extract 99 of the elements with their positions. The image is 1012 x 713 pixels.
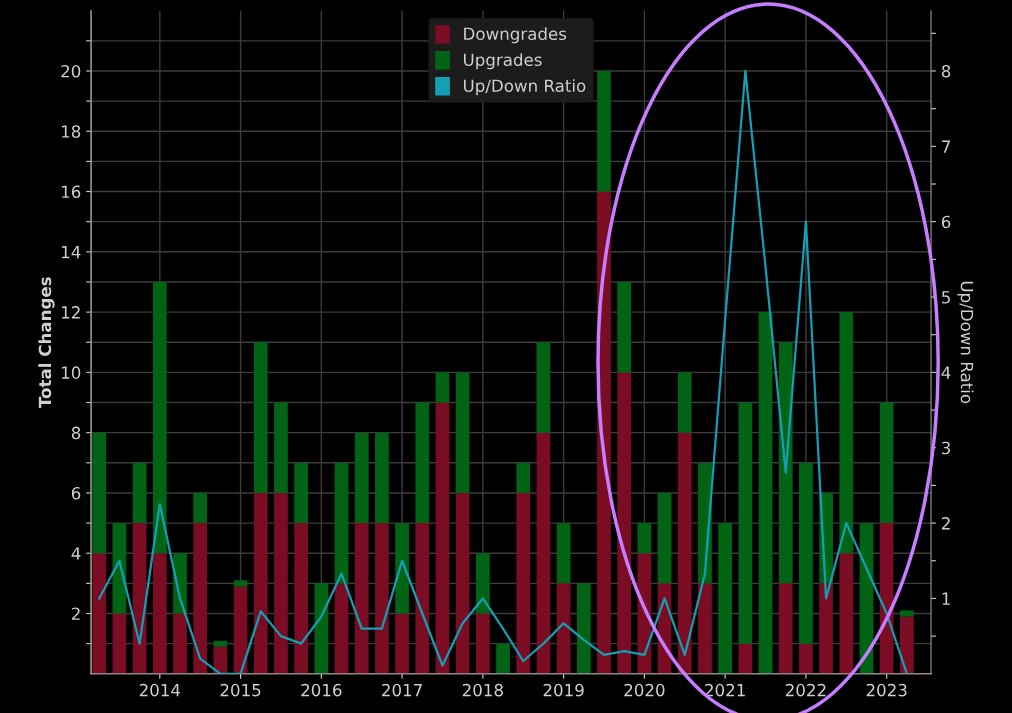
bar — [536, 342, 551, 433]
bar — [314, 583, 329, 674]
bar — [900, 616, 914, 674]
x-tick-label: 2014 — [139, 683, 181, 697]
y2-tick-label: 8 — [941, 64, 951, 78]
bar — [152, 281, 167, 554]
bar — [516, 462, 531, 493]
y2-tick-label: 6 — [941, 215, 951, 229]
bar — [193, 523, 208, 674]
y-tick-label: 10 — [61, 366, 81, 379]
bar — [556, 523, 571, 584]
y-axis-title: Total Changes — [38, 277, 55, 409]
bar — [657, 492, 672, 584]
bar — [334, 462, 349, 584]
bar — [677, 372, 692, 433]
bar — [576, 583, 591, 674]
bar — [718, 523, 733, 674]
bar — [253, 492, 268, 674]
legend-label: Up/Down Ratio — [463, 79, 586, 96]
bar — [516, 492, 531, 674]
y-tick-label: 12 — [61, 306, 80, 319]
line-series — [98, 69, 908, 674]
bar — [900, 610, 914, 617]
bar — [879, 523, 894, 674]
x-tick-label: 2016 — [301, 683, 342, 697]
y2-tick-label: 1 — [942, 592, 950, 605]
x-tick-label: 2021 — [705, 683, 745, 697]
bar — [92, 553, 107, 674]
bar — [375, 523, 389, 674]
y2-tick-label: 3 — [942, 441, 951, 455]
bar — [799, 462, 813, 644]
bar — [415, 402, 430, 524]
bar — [677, 432, 692, 674]
legend-label: Upgrades — [463, 53, 542, 70]
y-tick-label: 8 — [71, 426, 81, 440]
bar — [819, 583, 833, 674]
bar — [637, 523, 652, 554]
y2-tick-label: 4 — [941, 366, 951, 379]
bar — [274, 402, 288, 493]
bar — [395, 613, 409, 674]
x-tick-label: 2018 — [462, 683, 503, 697]
y-tick-label: 18 — [61, 125, 81, 138]
y2-axis-title: Up/Down Ratio — [957, 281, 974, 404]
bar — [536, 432, 551, 674]
bar — [617, 281, 632, 373]
bar — [92, 432, 107, 554]
y-tick-label: 16 — [61, 185, 81, 199]
x-tick-label: 2017 — [382, 683, 422, 697]
bar — [839, 312, 854, 554]
bar — [879, 402, 894, 524]
x-tick-label: 2023 — [866, 683, 907, 697]
y-tick-label: 2 — [71, 607, 80, 620]
bar — [758, 312, 773, 674]
y-tick-label: 4 — [71, 547, 81, 560]
bar — [556, 583, 571, 674]
bar — [354, 523, 369, 674]
bar — [455, 372, 470, 493]
y2-tick-label: 5 — [942, 291, 950, 304]
x-tick-label: 2020 — [624, 683, 665, 697]
bar — [455, 492, 470, 674]
bar — [253, 342, 268, 493]
bar — [354, 432, 369, 524]
y2-tick-label: 2 — [941, 517, 950, 530]
bar — [152, 553, 167, 674]
x-tick-label: 2015 — [220, 683, 261, 697]
bar — [193, 492, 208, 524]
bar — [395, 523, 409, 614]
bar — [778, 583, 793, 674]
bar — [839, 553, 854, 674]
bar — [597, 70, 611, 192]
bar — [617, 372, 632, 674]
bar — [233, 580, 248, 587]
y2-tick-label: 7 — [942, 140, 950, 153]
bar — [213, 640, 228, 647]
bar — [173, 613, 187, 674]
bar — [475, 613, 490, 674]
bar — [294, 523, 308, 674]
bar — [132, 462, 147, 524]
x-tick-label: 2022 — [785, 683, 826, 697]
bar — [799, 643, 813, 674]
bar — [475, 553, 490, 614]
bar — [435, 372, 450, 403]
legend-label: Downgrades — [464, 27, 567, 44]
y-tick-label: 20 — [61, 64, 81, 78]
bar — [738, 643, 753, 674]
bar — [415, 523, 430, 674]
bar — [435, 402, 450, 674]
bar — [496, 643, 510, 674]
bar — [738, 402, 753, 644]
bar — [698, 583, 712, 674]
bar — [274, 492, 288, 674]
y-tick-label: 14 — [61, 246, 81, 259]
bar — [112, 613, 127, 674]
y-tick-label: 6 — [71, 486, 81, 500]
bar — [233, 586, 248, 674]
x-tick-label: 2019 — [543, 683, 584, 697]
bar — [334, 583, 349, 674]
bar — [375, 432, 389, 524]
bar — [294, 462, 308, 524]
